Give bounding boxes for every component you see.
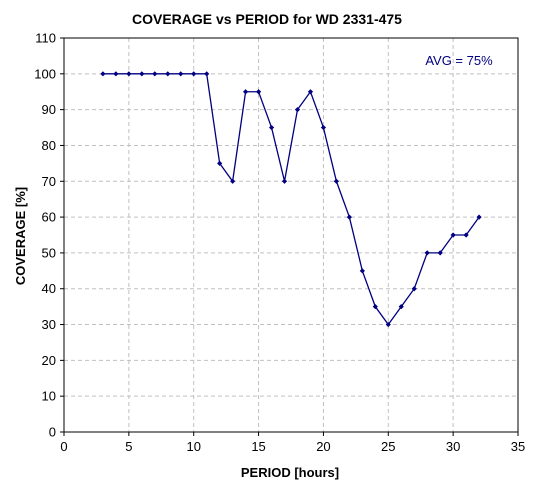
data-point xyxy=(178,71,184,77)
chart-title: COVERAGE vs PERIOD for WD 2331-475 xyxy=(132,11,402,27)
data-point xyxy=(437,250,443,256)
y-tick-label: 90 xyxy=(42,102,56,117)
data-points xyxy=(100,71,482,328)
data-point xyxy=(411,286,417,292)
x-tick-label: 10 xyxy=(186,439,200,454)
data-point xyxy=(191,71,197,77)
x-tick-label: 0 xyxy=(60,439,67,454)
y-tick-label: 70 xyxy=(42,174,56,189)
data-point xyxy=(165,71,171,77)
data-point xyxy=(268,124,275,131)
data-point xyxy=(100,71,106,77)
data-point xyxy=(204,71,210,77)
x-tick-label: 25 xyxy=(381,439,395,454)
y-tick-label: 60 xyxy=(42,210,56,225)
y-tick-label: 20 xyxy=(42,353,56,368)
data-point xyxy=(372,304,378,310)
data-point xyxy=(126,71,132,77)
y-tick-label: 50 xyxy=(42,245,56,260)
data-point xyxy=(230,178,236,184)
x-tick-label: 20 xyxy=(316,439,330,454)
data-point xyxy=(320,124,327,131)
y-axis-ticks: 0 10 20 30 40 50 60 70 80 90 100 110 xyxy=(34,31,64,440)
y-tick-label: 80 xyxy=(42,138,56,153)
data-point xyxy=(385,321,391,328)
y-tick-label: 100 xyxy=(34,66,56,81)
x-tick-label: 35 xyxy=(511,439,525,454)
data-point xyxy=(346,214,352,220)
y-tick-label: 0 xyxy=(49,425,56,440)
y-tick-label: 10 xyxy=(42,389,56,404)
data-point xyxy=(450,232,456,238)
data-point xyxy=(476,214,482,220)
data-point xyxy=(333,178,339,184)
y-axis-label: COVERAGE [%] xyxy=(13,187,28,285)
data-point xyxy=(398,304,404,310)
x-tick-label: 30 xyxy=(446,439,460,454)
data-point xyxy=(243,89,249,95)
data-point xyxy=(255,89,262,95)
avg-annotation: AVG = 75% xyxy=(425,53,493,68)
data-point xyxy=(139,71,145,77)
data-point xyxy=(113,71,119,77)
data-point xyxy=(217,160,223,166)
gridlines xyxy=(64,38,518,432)
x-axis-label: PERIOD [hours] xyxy=(241,465,339,480)
data-point xyxy=(307,89,314,95)
x-tick-label: 5 xyxy=(125,439,132,454)
data-point xyxy=(294,107,301,113)
plot-area-frame xyxy=(63,37,519,433)
data-point xyxy=(424,250,430,256)
y-tick-label: 110 xyxy=(35,31,56,46)
y-tick-label: 40 xyxy=(42,281,56,296)
data-point xyxy=(359,268,365,274)
data-point xyxy=(281,178,288,184)
x-axis-ticks: 0 5 10 15 20 25 30 35 xyxy=(60,432,525,454)
y-tick-label: 30 xyxy=(42,317,56,332)
data-point xyxy=(463,232,469,238)
series-line xyxy=(102,73,480,326)
x-tick-label: 15 xyxy=(251,439,265,454)
data-point xyxy=(152,71,158,77)
